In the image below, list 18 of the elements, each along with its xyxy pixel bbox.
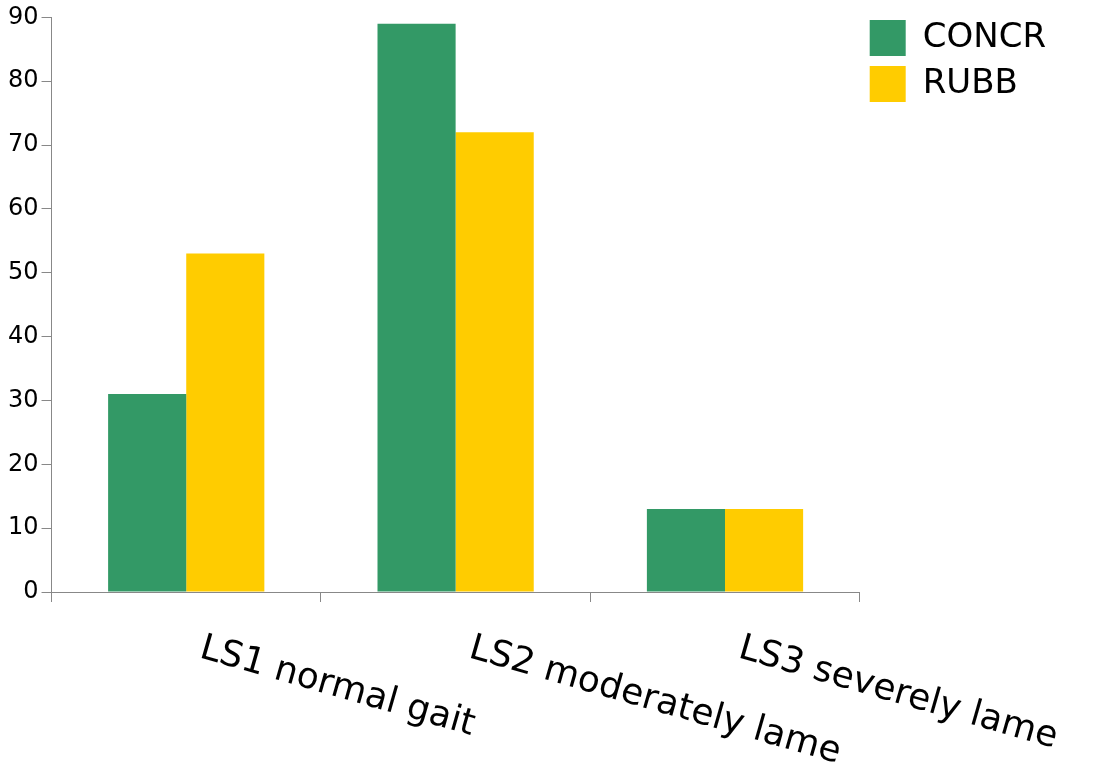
y-tick-label: 0 (23, 576, 39, 605)
y-tick-label: 70 (7, 129, 39, 158)
y-tick-label: 90 (7, 1, 39, 30)
y-tick-label: 80 (7, 65, 39, 94)
y-tick-label: 50 (7, 257, 39, 286)
y-tick-label: 10 (7, 512, 39, 541)
bar (646, 509, 726, 592)
bar (455, 132, 534, 592)
bar (725, 509, 804, 592)
bar (377, 23, 456, 592)
y-tick-label: 30 (7, 384, 39, 413)
bar (186, 253, 265, 592)
bar (108, 394, 187, 592)
legend-label: CONCR (922, 14, 1047, 55)
y-tick-label: 20 (7, 448, 39, 477)
legend-label: RUBB (922, 60, 1018, 101)
y-tick-label: 60 (7, 193, 39, 222)
y-tick-label: 40 (7, 320, 39, 349)
